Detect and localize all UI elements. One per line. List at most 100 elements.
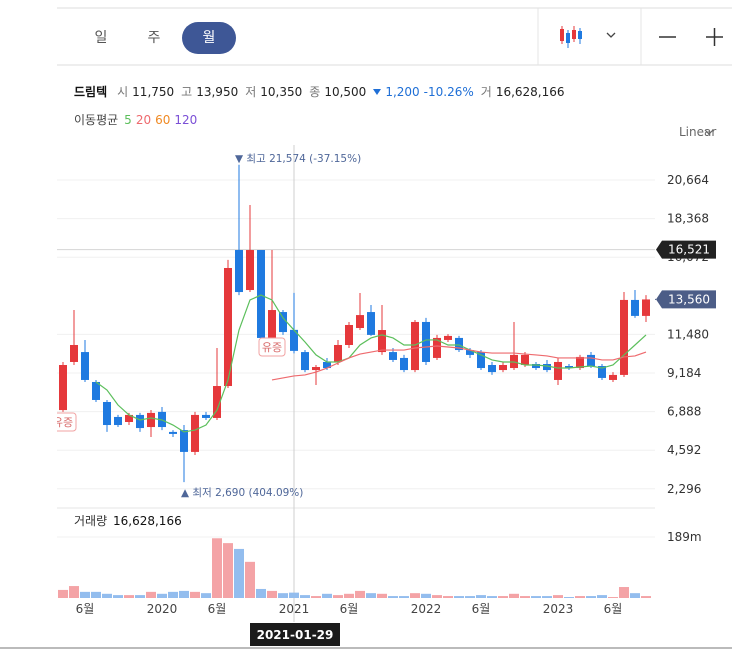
volume-bar bbox=[245, 561, 255, 598]
candle-body bbox=[114, 416, 122, 426]
volume-bar bbox=[597, 595, 607, 598]
volume-bar bbox=[586, 596, 596, 598]
candle-body bbox=[246, 250, 254, 291]
x-tick-label: 6월 bbox=[76, 602, 95, 616]
tab[interactable]: 월 bbox=[202, 30, 216, 46]
y-tick-label: 6,888 bbox=[667, 405, 701, 419]
legend-entry[interactable]: 5 bbox=[124, 112, 132, 127]
event-label: 유증 bbox=[262, 341, 282, 354]
volume-bar bbox=[432, 595, 442, 598]
candle-body bbox=[422, 321, 430, 362]
dropdown-chevron[interactable] bbox=[606, 32, 616, 38]
volume-bar bbox=[223, 543, 233, 598]
legend-entry[interactable]: 20 bbox=[135, 112, 152, 127]
volume-bar bbox=[399, 596, 409, 598]
stock-name: 드림텍 bbox=[74, 85, 108, 99]
candle-body bbox=[70, 344, 78, 362]
candle-body bbox=[433, 337, 441, 358]
candle-body bbox=[235, 250, 243, 293]
volume-bar bbox=[278, 593, 288, 598]
candle-body bbox=[301, 352, 309, 371]
candle-body bbox=[576, 356, 584, 369]
candle-body bbox=[312, 367, 320, 371]
candle-body bbox=[587, 354, 595, 367]
x-tick-label: 2020 bbox=[147, 602, 178, 616]
event-badge bbox=[57, 412, 77, 432]
chart-type-icon[interactable] bbox=[560, 26, 582, 48]
volume-bar bbox=[421, 593, 431, 598]
event-badge bbox=[258, 337, 286, 357]
scale-label[interactable]: Linear bbox=[679, 125, 717, 139]
candle-body bbox=[565, 366, 573, 369]
tab[interactable]: 주 bbox=[147, 30, 161, 46]
candle-body bbox=[554, 361, 562, 380]
candle-body bbox=[213, 386, 221, 418]
field-label: 거 bbox=[480, 85, 492, 99]
max-annotation: ▼ 최고 21,574 (-37.15%) bbox=[235, 153, 361, 165]
volume-bar bbox=[311, 596, 321, 598]
current-price-bg bbox=[656, 290, 716, 309]
volume-bar bbox=[575, 596, 585, 598]
candle-body bbox=[268, 310, 276, 338]
volume-bar bbox=[531, 596, 541, 598]
volume-bar bbox=[366, 593, 376, 598]
candle-body bbox=[323, 361, 331, 369]
volume-label: 거래량 bbox=[74, 514, 107, 528]
candle-body bbox=[59, 365, 67, 411]
x-tick-label: 6월 bbox=[208, 602, 227, 616]
volume-bar bbox=[322, 593, 332, 598]
volume-bar bbox=[91, 591, 101, 598]
volume-bar bbox=[113, 595, 123, 598]
zoom-in[interactable] bbox=[706, 28, 723, 46]
candle-body bbox=[411, 321, 419, 371]
volume-bar bbox=[443, 596, 453, 598]
volume-bar bbox=[234, 548, 244, 598]
candle-body bbox=[642, 299, 650, 316]
grid bbox=[57, 145, 655, 622]
tab[interactable]: 일 bbox=[94, 30, 108, 46]
change: 1,200 bbox=[385, 84, 420, 99]
x-tick-label: 2023 bbox=[543, 602, 574, 616]
volume-bar bbox=[641, 596, 651, 598]
candle-body bbox=[191, 414, 199, 452]
crosshair-date: 2021-01-29 bbox=[257, 628, 334, 642]
candle-body bbox=[279, 312, 287, 333]
candle-body bbox=[378, 330, 386, 353]
y-tick-label: 20,664 bbox=[667, 173, 709, 187]
legend-entry[interactable]: 60 bbox=[155, 112, 171, 127]
volume-bar bbox=[300, 595, 310, 598]
scale-button[interactable]: Linear bbox=[679, 125, 716, 139]
volume-value: 16,628,166 bbox=[113, 514, 182, 528]
candle-body bbox=[367, 312, 375, 335]
crosshair-date-bg bbox=[250, 623, 340, 646]
volume-bar bbox=[135, 595, 145, 598]
candle-body bbox=[620, 299, 628, 375]
candle-body bbox=[202, 414, 210, 418]
volume-bar bbox=[256, 588, 266, 598]
x-tick-label: 2021 bbox=[279, 602, 310, 616]
field-value: 13,950 bbox=[196, 84, 239, 99]
volume-bar bbox=[80, 591, 90, 598]
volume-bar bbox=[487, 596, 497, 598]
volume-bar bbox=[168, 591, 178, 598]
volume-bar bbox=[619, 587, 629, 598]
tab-selected-bg bbox=[182, 22, 236, 54]
candle-body bbox=[389, 352, 397, 360]
volume-bar bbox=[564, 597, 574, 598]
candle-body bbox=[455, 337, 463, 351]
min-annotation: ▲ 최저 2,690 (404.09%) bbox=[181, 487, 303, 499]
scale-chevron[interactable] bbox=[704, 129, 714, 135]
y-tick-label: 4,592 bbox=[667, 443, 701, 457]
candle-body bbox=[169, 431, 177, 434]
volume-bar bbox=[355, 590, 365, 598]
volume-bar bbox=[542, 596, 552, 598]
legend-title: 이동평균 bbox=[74, 113, 119, 127]
candle-body bbox=[356, 315, 364, 329]
x-tick-label: 6월 bbox=[472, 602, 491, 616]
legend-entry[interactable]: 120 bbox=[174, 112, 198, 127]
candle-body bbox=[521, 354, 529, 366]
candle-body bbox=[290, 329, 298, 351]
field-label: 저 bbox=[245, 85, 257, 99]
candle-body bbox=[532, 363, 540, 369]
field-value: 10,500 bbox=[324, 84, 367, 99]
